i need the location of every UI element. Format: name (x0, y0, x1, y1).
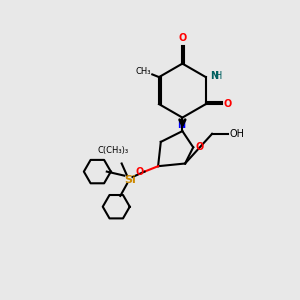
Text: CH₃: CH₃ (135, 67, 151, 76)
Text: OH: OH (230, 129, 245, 139)
Text: Si: Si (124, 175, 136, 185)
Text: O: O (223, 99, 232, 109)
Text: O: O (135, 167, 143, 177)
Text: O: O (178, 33, 187, 43)
Text: O: O (196, 142, 204, 152)
Text: C(CH₃)₃: C(CH₃)₃ (98, 146, 129, 155)
Text: N: N (177, 120, 185, 130)
Text: H: H (215, 71, 223, 81)
Text: N: N (210, 71, 218, 81)
